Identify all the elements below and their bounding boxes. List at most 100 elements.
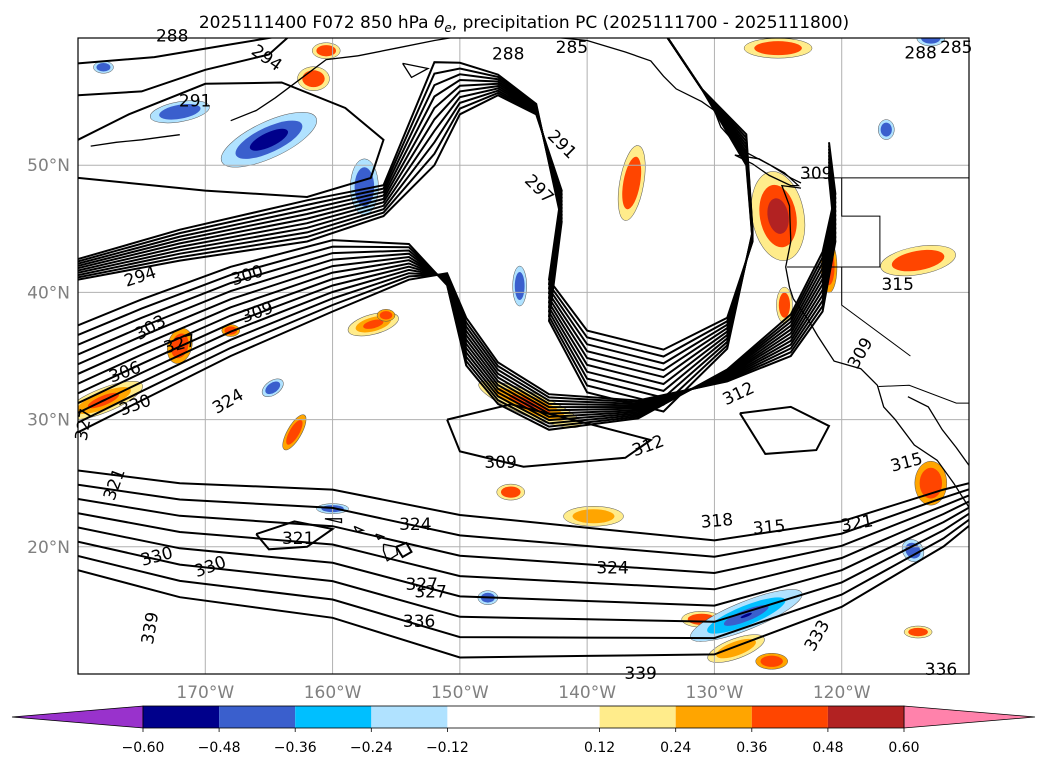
contour-label: 288 <box>492 45 524 65</box>
contour-label: 309 <box>484 453 516 473</box>
precip-negative <box>220 112 317 168</box>
contour-label: 336 <box>925 660 957 680</box>
contour-label: 324 <box>399 515 431 535</box>
precip-negative <box>149 100 210 124</box>
precip-positive <box>903 625 933 639</box>
theta-e-contour-line <box>78 506 969 607</box>
coastline-segment <box>353 525 366 533</box>
theta-e-contour-line <box>255 520 336 551</box>
colorbar-tick-labels: −0.60 −0.48 −0.36 −0.24 −0.12 0.12 0.24 0.36 0.4… <box>122 728 920 756</box>
precip-negative <box>916 38 946 47</box>
colorbar <box>11 705 1036 729</box>
contour-label: 285 <box>940 38 972 58</box>
theta-e-contour-line <box>78 500 969 591</box>
contour-label: 291 <box>179 92 211 112</box>
contour-label: 321 <box>282 529 314 549</box>
coastline-segment <box>230 55 359 122</box>
colorbar-tick-label: 0.24 <box>660 740 691 756</box>
precip-negative <box>878 119 895 140</box>
colorbar-tick-label: −0.60 <box>122 740 165 756</box>
theta-e-contour-line <box>78 174 837 424</box>
precip-positive <box>376 309 396 322</box>
colorbar-extend-high <box>903 705 1036 729</box>
theta-e-contour-line <box>78 518 969 640</box>
precip-negative <box>93 61 114 74</box>
coastline-segment <box>780 184 969 508</box>
contour-label: 318 <box>700 510 734 533</box>
theta-e-contour-line <box>78 38 754 413</box>
theta-e-contour-line <box>739 405 831 455</box>
coastline-segment <box>907 396 969 467</box>
theta-e-contour-line <box>78 525 969 659</box>
colorbar-tick-label: 0.60 <box>888 740 919 756</box>
contour-label: 315 <box>752 516 786 539</box>
y-axis-ticks: 20°N 30°N 40°N 50°N <box>27 156 70 558</box>
y-tick-label: 40°N <box>27 283 70 303</box>
y-tick-label: 30°N <box>27 411 70 431</box>
theta-e-contour-line <box>78 512 969 623</box>
colorbar-tick-label: 0.48 <box>812 740 843 756</box>
colorbar-tick-label: −0.48 <box>198 740 241 756</box>
colorbar-segment <box>675 706 752 728</box>
coastline-segment <box>734 154 801 187</box>
contour-label: 309 <box>800 164 832 184</box>
theta-e-contour-line <box>78 161 837 412</box>
x-tick-label: 150°W <box>431 683 489 703</box>
precip-positive <box>282 414 307 451</box>
coastline-segment <box>402 62 430 79</box>
colorbar-segment <box>295 706 372 728</box>
y-tick-label: 50°N <box>27 156 70 176</box>
x-axis-ticks: 170°W 160°W 150°W 140°W 130°W 120°W <box>176 683 870 703</box>
precip-positive <box>755 653 788 670</box>
precip-positive <box>563 506 624 527</box>
theta-e-contour-line <box>78 164 837 409</box>
theta-e-contours <box>78 38 969 659</box>
colorbar-tick-label: −0.36 <box>274 740 317 756</box>
theta-e-contour-line <box>78 145 837 428</box>
contour-label: 327 <box>405 575 437 595</box>
x-tick-label: 120°W <box>813 683 871 703</box>
theta-e-contour-line <box>78 155 837 418</box>
x-tick-label: 140°W <box>558 683 616 703</box>
theta-e-contour-line <box>78 81 385 199</box>
precip-negative <box>512 265 527 307</box>
theta-e-contour-line <box>78 483 969 558</box>
x-tick-label: 130°W <box>686 683 744 703</box>
theta-e-contour-line <box>78 38 289 97</box>
x-tick-label: 170°W <box>176 683 234 703</box>
theta-e-contour-line <box>78 469 969 542</box>
coastline-segment <box>357 38 715 112</box>
theta-e-contour-line <box>446 403 654 468</box>
theta-e-contour-line <box>78 168 837 407</box>
political-border <box>878 384 969 404</box>
contour-label: 288 <box>156 27 188 47</box>
map-background <box>78 38 969 674</box>
colorbar-segment <box>751 706 828 728</box>
theta-e-contour-line <box>395 541 413 559</box>
coastline-segment <box>382 543 399 562</box>
colorbar-segment <box>371 706 448 728</box>
precip-positive <box>496 483 526 501</box>
x-tick-label: 160°W <box>304 683 362 703</box>
precip-positive <box>297 66 330 91</box>
precip-positive <box>617 145 646 221</box>
contour-label: 327 <box>414 583 446 603</box>
contour-label: 285 <box>556 38 588 58</box>
coastline-segment <box>90 134 180 147</box>
colorbar-tick-label: −0.12 <box>426 740 469 756</box>
colorbar-extend-low <box>11 705 144 729</box>
precip-positive <box>914 460 948 506</box>
precip-positive <box>743 38 813 59</box>
contour-label: 324 <box>596 558 628 578</box>
colorbar-segment <box>143 706 220 728</box>
theta-e-contour-line <box>78 177 837 434</box>
map-frame <box>77 37 970 675</box>
precip-positive <box>880 245 956 277</box>
theta-e-contour-line <box>78 494 969 575</box>
theta-e-contour-line <box>78 171 837 414</box>
colorbar-tick-label: −0.24 <box>350 740 393 756</box>
colorbar-tick-label: 0.12 <box>584 740 615 756</box>
colorbar-tick-label: 0.36 <box>736 740 767 756</box>
colorbar-segment <box>827 706 904 728</box>
